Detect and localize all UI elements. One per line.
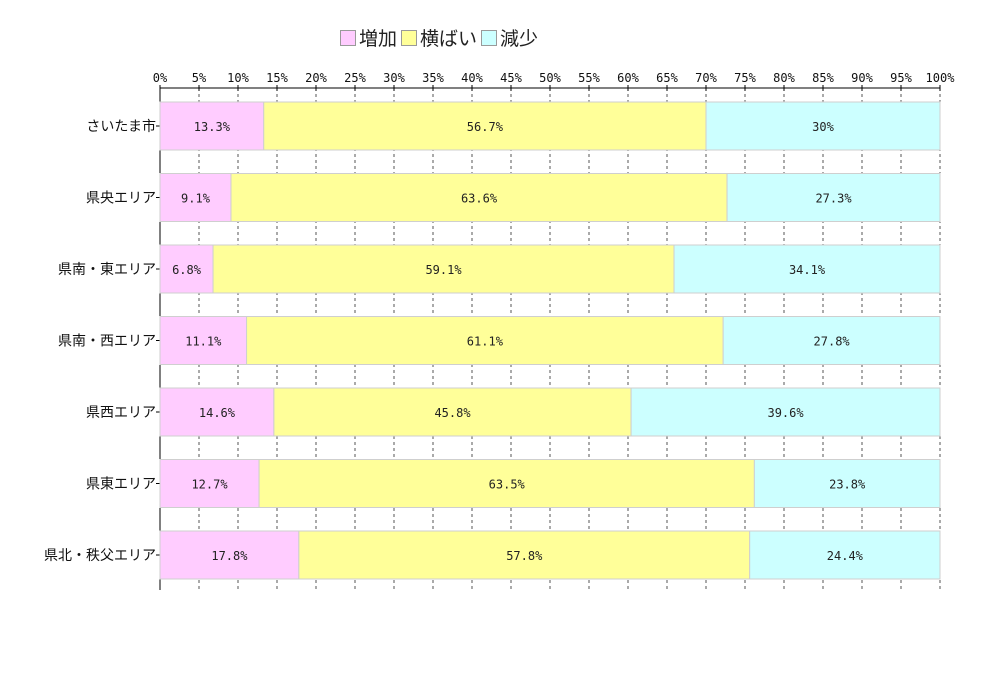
- x-tick-label: 0%: [153, 71, 168, 85]
- data-label: 63.6%: [461, 192, 498, 206]
- bar-segment: [630, 387, 941, 437]
- category-label: 県東エリア: [86, 477, 156, 493]
- x-tick-label: 90%: [851, 71, 873, 85]
- bar-segment: [246, 316, 724, 365]
- data-label: 12.7%: [191, 478, 228, 492]
- x-tick-label: 10%: [227, 71, 249, 85]
- bar-segment: [258, 459, 755, 508]
- data-label: 14.6%: [199, 406, 236, 420]
- data-label: 56.7%: [467, 120, 504, 134]
- x-tick-label: 45%: [500, 71, 522, 85]
- data-label: 24.4%: [827, 549, 864, 563]
- x-tick-label: 60%: [617, 71, 639, 85]
- bar-segment: [212, 244, 675, 294]
- data-label: 59.1%: [425, 263, 462, 277]
- data-label: 45.8%: [434, 406, 471, 420]
- x-tick-label: 40%: [461, 71, 483, 85]
- data-label: 39.6%: [767, 406, 804, 420]
- data-label: 11.1%: [185, 335, 222, 349]
- data-label: 63.5%: [489, 478, 526, 492]
- x-tick-label: 20%: [305, 71, 327, 85]
- x-tick-label: 50%: [539, 71, 561, 85]
- bar-segment: [726, 173, 941, 222]
- chart-legend: 増加 横ばい 減少: [340, 24, 542, 51]
- bar-segment: [749, 530, 941, 580]
- bar-segment: [159, 530, 300, 580]
- legend-label-flat: 横ばい: [420, 28, 478, 50]
- category-label: 県南・東エリア: [58, 262, 156, 278]
- legend-label-decrease: 減少: [500, 28, 539, 50]
- legend-swatch-flat: [401, 29, 418, 46]
- legend-label-increase: 増加: [359, 28, 398, 50]
- data-label: 17.8%: [211, 549, 248, 563]
- bar-segment: [705, 101, 941, 151]
- x-tick-label: 80%: [773, 71, 795, 85]
- bar-segment: [159, 244, 214, 294]
- x-tick-label: 5%: [192, 71, 207, 85]
- category-label: 県央エリア: [86, 191, 156, 207]
- bar-segment: [263, 101, 707, 151]
- data-label: 6.8%: [172, 263, 202, 277]
- bar-segment: [722, 316, 941, 365]
- bar-segment: [298, 530, 751, 580]
- data-label: 23.8%: [829, 478, 866, 492]
- x-tick-label: 55%: [578, 71, 600, 85]
- legend-item-increase: 増加: [340, 24, 397, 51]
- x-tick-label: 30%: [383, 71, 405, 85]
- x-tick-label: 65%: [656, 71, 678, 85]
- category-label: さいたま市: [86, 118, 156, 135]
- data-label: 13.3%: [194, 120, 231, 134]
- legend-swatch-increase: [340, 29, 356, 46]
- data-label: 30%: [812, 120, 834, 134]
- bar-segment: [753, 459, 941, 508]
- legend-item-decrease: 減少: [481, 24, 538, 51]
- bar-segment: [159, 459, 260, 508]
- category-label: 県西エリア: [86, 405, 156, 421]
- legend-swatch-decrease: [481, 29, 498, 46]
- data-label: 61.1%: [467, 335, 504, 349]
- x-tick-label: 95%: [890, 71, 912, 85]
- data-label: 57.8%: [506, 549, 543, 563]
- category-label: 県北・秩父エリア: [44, 548, 156, 564]
- data-label: 34.1%: [789, 263, 826, 277]
- bar-segment: [159, 173, 232, 222]
- bar-segment: [159, 101, 265, 151]
- x-tick-label: 25%: [344, 71, 366, 85]
- bar-segment: [673, 244, 941, 294]
- bar-segment: [230, 173, 728, 222]
- x-tick-label: 70%: [695, 71, 717, 85]
- x-tick-label: 15%: [266, 71, 288, 85]
- bar-segment: [273, 387, 632, 437]
- legend-item-flat: 横ばい: [401, 24, 477, 51]
- data-label: 27.3%: [815, 192, 852, 206]
- bar-segment: [159, 387, 275, 437]
- x-tick-label: 35%: [422, 71, 444, 85]
- x-tick-label: 100%: [926, 71, 956, 85]
- data-label: 9.1%: [181, 192, 211, 206]
- category-label: 県南・西エリア: [58, 334, 156, 350]
- data-label: 27.8%: [814, 335, 851, 349]
- x-tick-label: 85%: [812, 71, 834, 85]
- x-tick-label: 75%: [734, 71, 756, 85]
